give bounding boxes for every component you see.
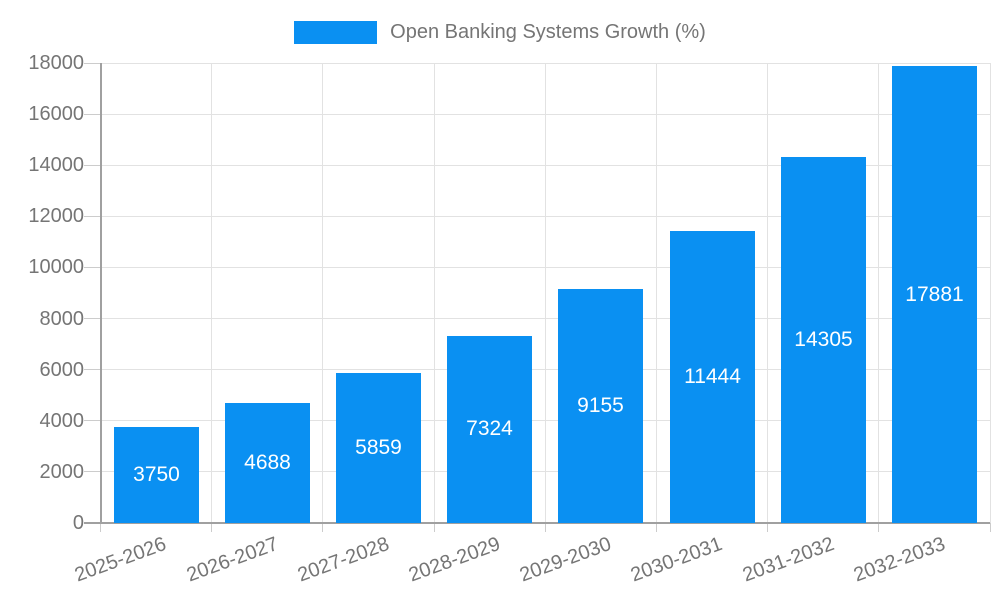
y-tick-label: 12000	[28, 205, 84, 228]
legend-swatch	[294, 20, 378, 44]
x-tick-label: 2029-2030	[516, 533, 615, 587]
bar-value-label: 4688	[244, 451, 291, 475]
bar: 3750	[114, 427, 199, 523]
y-tick-label: 6000	[39, 358, 85, 381]
y-tick-label: 10000	[28, 256, 84, 279]
bar-value-label: 3750	[133, 463, 180, 487]
y-axis-tick	[84, 420, 101, 422]
bar-value-label: 17881	[905, 282, 964, 306]
x-tick-label: 2028-2029	[405, 533, 504, 587]
y-axis-tick	[84, 215, 101, 217]
x-axis-tick	[655, 523, 657, 532]
x-axis-tick	[322, 523, 324, 532]
bar: 4688	[225, 403, 310, 523]
x-tick-label: 2025-2026	[72, 533, 170, 587]
x-gridline	[544, 63, 546, 523]
x-gridline	[211, 63, 213, 523]
x-axis-line	[84, 522, 990, 524]
x-gridline	[989, 63, 991, 523]
y-axis-tick	[84, 113, 101, 115]
x-axis-tick	[544, 523, 546, 532]
x-tick-label: 2030-2031	[628, 533, 726, 587]
legend-item[interactable]: Open Banking Systems Growth (%)	[0, 18, 1000, 46]
bar-value-label: 11444	[684, 364, 741, 388]
bar: 9155	[558, 289, 643, 523]
bar: 5859	[336, 373, 421, 523]
bar-value-label: 7324	[466, 417, 513, 441]
bar: 14305	[781, 157, 866, 523]
bar-value-label: 5859	[355, 436, 402, 460]
x-tick-label: 2032-2033	[850, 533, 948, 587]
y-tick-label: 16000	[28, 103, 84, 126]
y-axis-tick	[84, 471, 101, 473]
x-tick-label: 2031-2032	[739, 533, 837, 587]
bar-value-label: 9155	[577, 394, 624, 417]
x-gridline	[322, 63, 324, 523]
y-tick-label: 2000	[39, 460, 85, 483]
y-tick-label: 14000	[28, 154, 84, 177]
x-gridline	[767, 63, 769, 523]
bar: 11444	[670, 230, 755, 523]
y-tick-label: 0	[72, 512, 84, 534]
x-axis-tick	[100, 523, 101, 532]
x-axis-tick	[433, 523, 435, 532]
x-axis-tick	[767, 523, 769, 532]
y-tick-label: 18000	[28, 52, 84, 74]
bar-value-label: 14305	[794, 328, 853, 352]
bar: 17881	[892, 66, 977, 523]
x-axis-tick	[989, 523, 991, 532]
x-axis-tick	[211, 523, 213, 532]
bar: 7324	[447, 335, 532, 523]
y-axis-tick	[84, 318, 101, 320]
y-axis-line	[99, 63, 102, 523]
y-axis-tick	[84, 164, 101, 166]
x-tick-label: 2026-2027	[183, 533, 281, 587]
x-gridline	[878, 63, 880, 523]
x-tick-label: 2027-2028	[294, 533, 392, 587]
y-axis-tick	[84, 266, 101, 268]
y-tick-label: 8000	[39, 307, 85, 330]
x-gridline	[655, 63, 657, 523]
y-tick-label: 4000	[39, 409, 85, 432]
x-axis-tick	[878, 523, 880, 532]
y-axis-tick	[84, 369, 101, 371]
x-gridline	[433, 63, 435, 523]
y-axis-tick	[84, 62, 101, 64]
legend-label: Open Banking Systems Growth (%)	[390, 21, 706, 43]
